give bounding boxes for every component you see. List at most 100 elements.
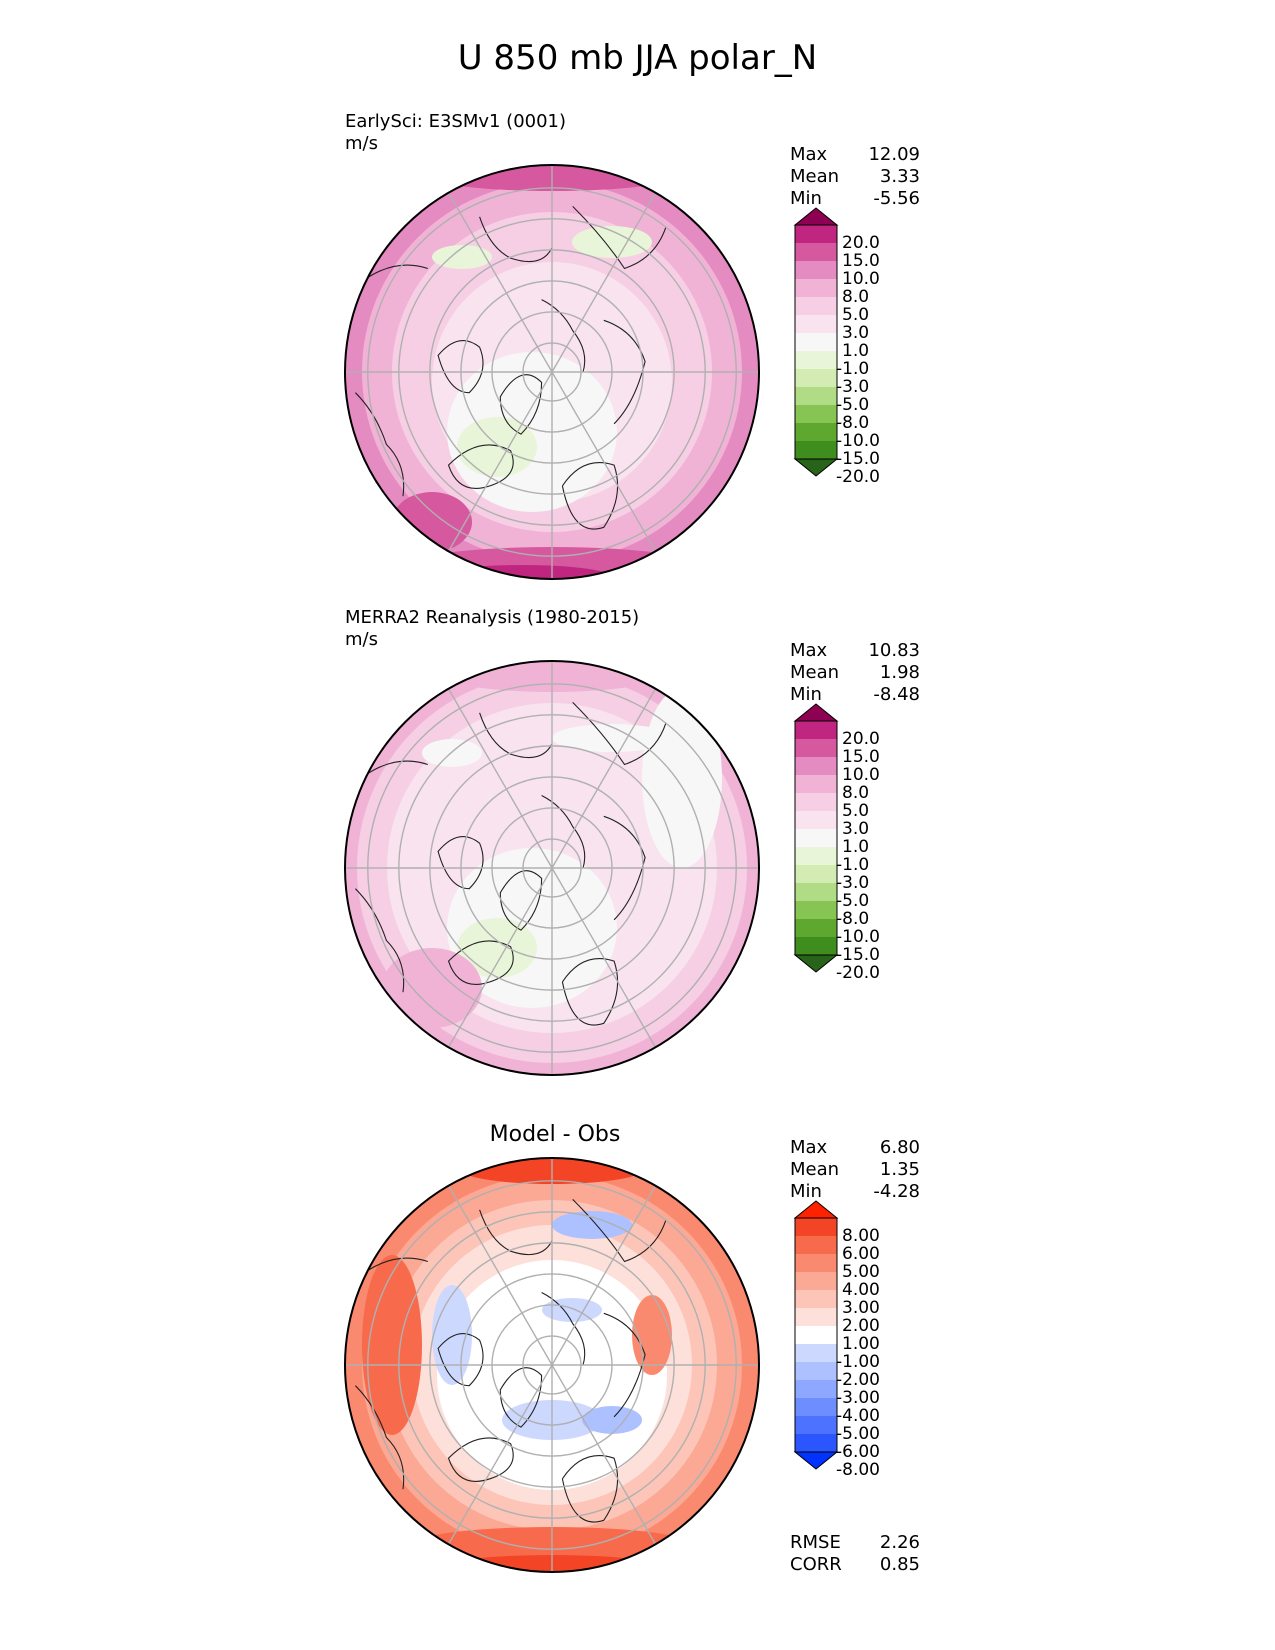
colorbar-tick-label: 20.0 [842, 729, 880, 749]
colorbar-segment [795, 333, 837, 351]
coastline [437, 836, 484, 890]
colorbar-segment [795, 721, 837, 739]
colorbar-tick-label: 2.00 [842, 1316, 880, 1336]
coastline [561, 958, 619, 1026]
field-contour [457, 918, 537, 978]
colorbar-segment [795, 1326, 837, 1344]
colorbar-tick-label: -15.0 [836, 449, 880, 469]
colorbar-tick-label: 5.0 [842, 305, 870, 325]
map-panel-3 [344, 1157, 760, 1573]
corr-label: CORR [790, 1554, 842, 1575]
coastline [365, 1257, 428, 1273]
field-contour [542, 1298, 602, 1322]
panel-1-title: EarlySci: E3SMv1 (0001) m/s [345, 111, 566, 155]
min-value: -8.48 [873, 684, 920, 705]
rmse-label: RMSE [790, 1532, 841, 1553]
field-contour [582, 1406, 642, 1434]
colorbar-1 [793, 207, 839, 477]
coastlines [355, 206, 667, 530]
colorbar-tick-label: -2.00 [836, 1370, 880, 1390]
colorbar-tick-label: -5.0 [836, 891, 870, 911]
colorbar-tick-label: -15.0 [836, 945, 880, 965]
colorbar-segment [795, 847, 837, 865]
colorbar-segment [795, 351, 837, 369]
map-boundary [344, 660, 760, 1076]
coastlines [355, 702, 667, 1026]
min-label: Min [790, 188, 822, 209]
colorbar-segment [795, 261, 837, 279]
colorbar-tick-label: -6.00 [836, 1442, 880, 1462]
coastline [355, 1385, 405, 1490]
panel-2-title: MERRA2 Reanalysis (1980-2015) m/s [345, 607, 639, 651]
colorbar-frame [794, 720, 838, 956]
colorbar-segment [795, 865, 837, 883]
colorbar-tick-label: -1.0 [836, 359, 870, 379]
colorbar-tick-label: 3.00 [842, 1298, 880, 1318]
max-value: 6.80 [879, 1137, 920, 1158]
colorbar-segment [795, 1380, 837, 1398]
meridian-line [447, 1185, 553, 1366]
panel-2-units: m/s [345, 629, 378, 650]
colorbar-tick-label: 15.0 [842, 251, 880, 271]
meridian-line [447, 371, 553, 552]
coastline [437, 1333, 484, 1387]
colorbar-segment [795, 901, 837, 919]
map-panel-2 [344, 660, 760, 1076]
max-label: Max [790, 144, 828, 165]
coastline [447, 940, 514, 986]
colorbar-tick-label: 6.00 [842, 1244, 880, 1264]
panel-2-name: MERRA2 Reanalysis (1980-2015) [345, 607, 640, 628]
colorbar-tick-label: 20.0 [842, 233, 880, 253]
panel-1-units: m/s [345, 133, 378, 154]
max-label: Max [790, 1137, 828, 1158]
mean-value: 1.98 [879, 662, 920, 683]
panel-3-metrics: RMSE 2.26 CORR 0.85 [790, 1532, 920, 1576]
colorbar-segment [795, 1236, 837, 1254]
meridian-line [447, 688, 553, 869]
rmse-value: 2.26 [879, 1532, 920, 1553]
colorbar-segment [795, 1308, 837, 1326]
figure-title: U 850 mb JJA polar_N [457, 38, 818, 78]
field-contour [422, 739, 482, 767]
colorbar-segment [795, 1398, 837, 1416]
colorbar-tick-label: 15.0 [842, 747, 880, 767]
coastline [365, 760, 428, 776]
max-value: 10.83 [868, 640, 920, 661]
colorbar-tick-label: 3.0 [842, 323, 870, 343]
colorbar-tick-label: 8.0 [842, 783, 870, 803]
meridian-line [551, 867, 657, 1048]
colorbar-segment [795, 829, 837, 847]
map-boundary [344, 1157, 760, 1573]
meridian-line [447, 192, 553, 373]
min-label: Min [790, 1181, 822, 1202]
colorbar-segment [795, 369, 837, 387]
panel-3-title: Model - Obs [489, 1122, 621, 1147]
colorbar-tick-label: -5.0 [836, 395, 870, 415]
colorbar-segment [795, 1344, 837, 1362]
mean-label: Mean [790, 662, 840, 683]
panel-1-name: EarlySci: E3SMv1 (0001) [345, 111, 567, 132]
colorbar-tick-label: 1.0 [842, 341, 870, 361]
colorbar-tick-label: 8.00 [842, 1226, 880, 1246]
coastline [603, 319, 646, 425]
colorbar-tick-label: 1.00 [842, 1334, 880, 1354]
coastline [541, 1292, 586, 1366]
coastline [541, 795, 586, 869]
colorbar-segment [795, 1272, 837, 1290]
colorbar-segment [795, 441, 837, 459]
colorbar-segment [795, 1254, 837, 1272]
meridian-line [551, 192, 657, 373]
coastline [541, 299, 586, 373]
field-contour [382, 948, 482, 1028]
coastline [499, 870, 543, 931]
coastline [355, 888, 405, 993]
mean-value: 1.35 [879, 1159, 920, 1180]
colorbar-segment [795, 423, 837, 441]
coastline [447, 1437, 514, 1482]
colorbar-frame [794, 1217, 838, 1453]
colorbar-segment [795, 387, 837, 405]
mean-value: 3.33 [879, 166, 920, 187]
coastline [447, 444, 514, 490]
colorbar-min-extend [793, 1451, 839, 1470]
